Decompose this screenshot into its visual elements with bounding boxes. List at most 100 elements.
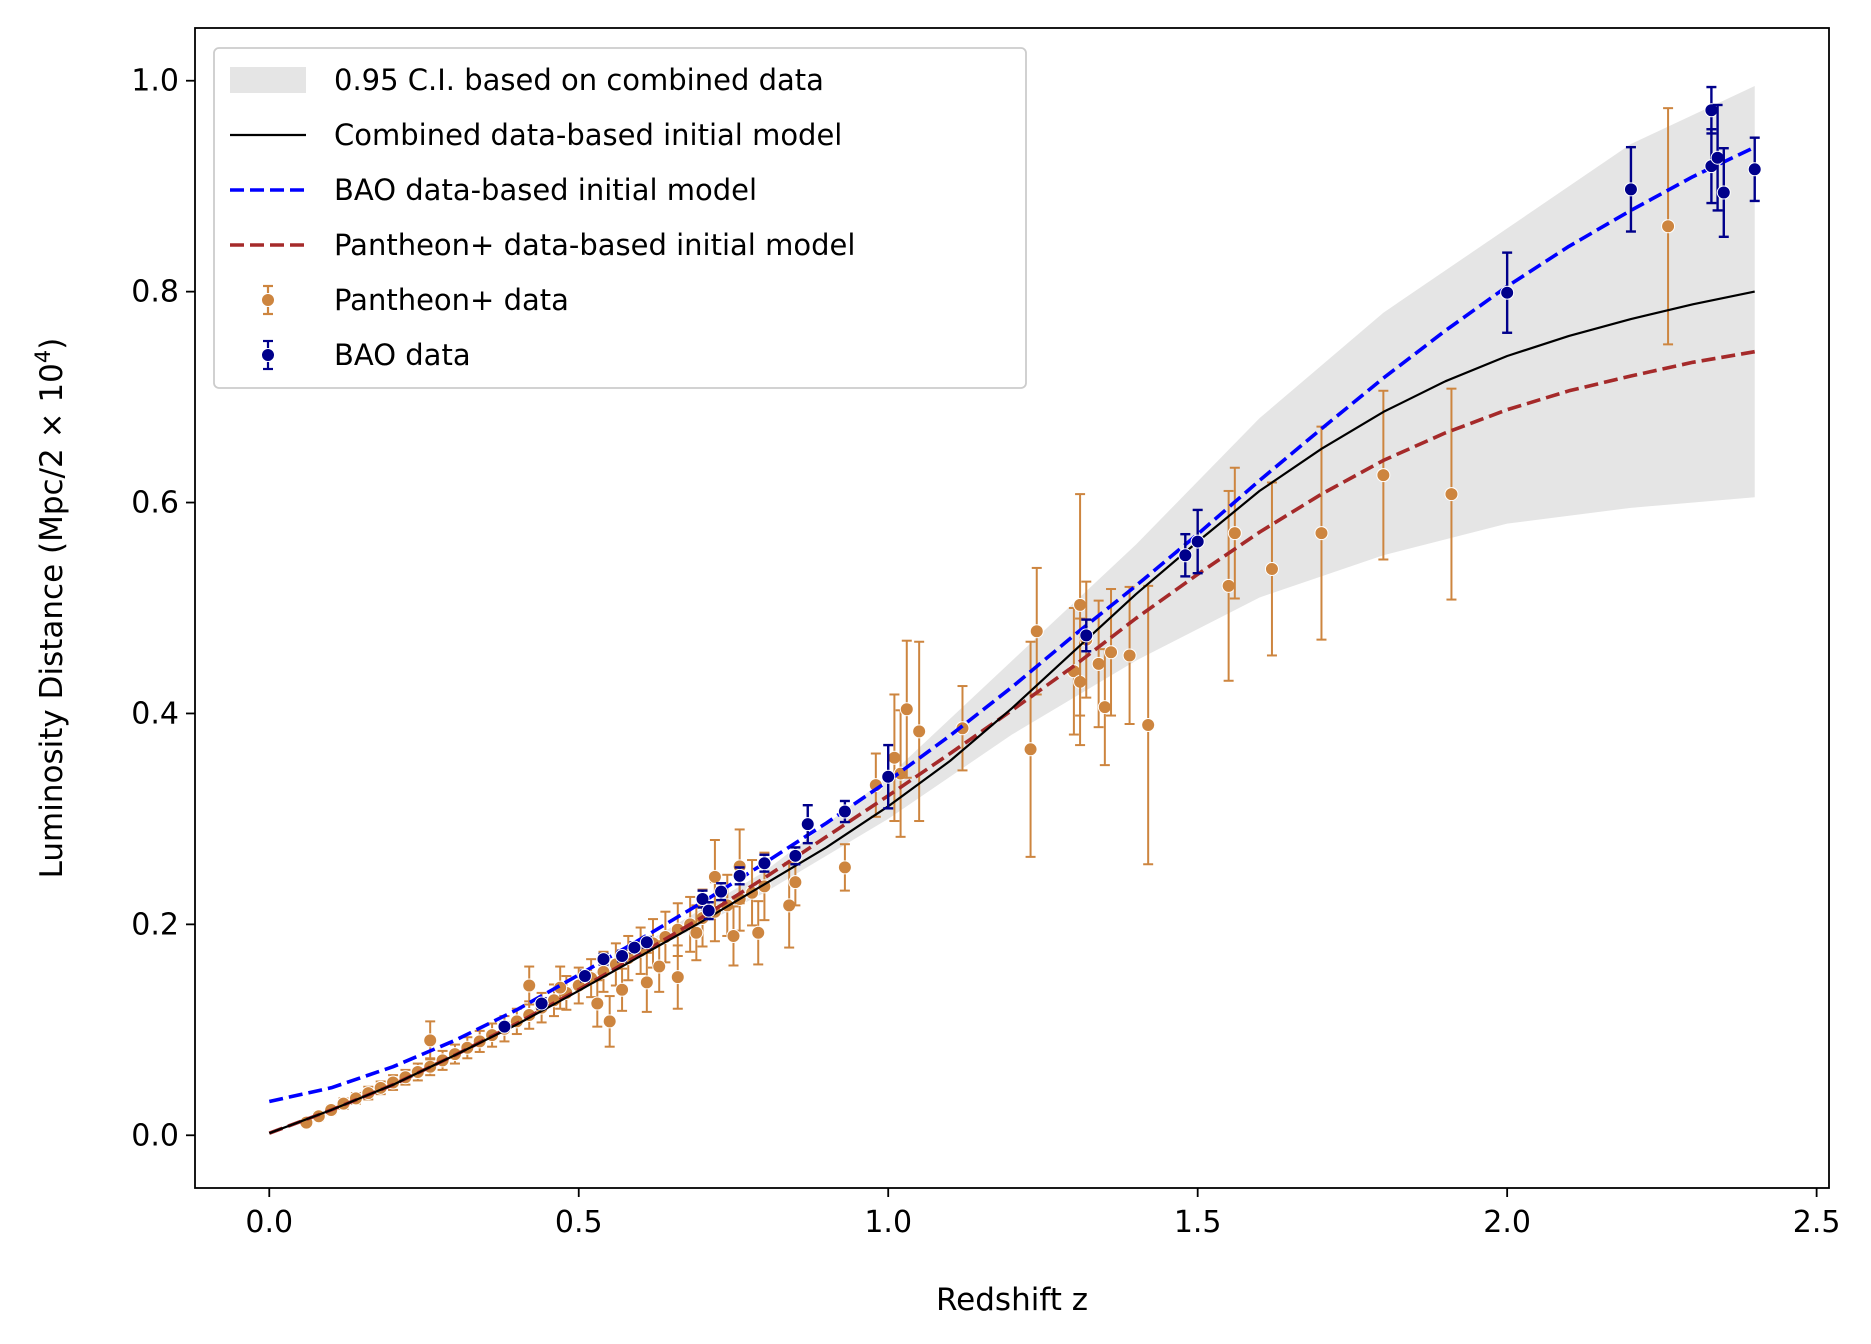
- x-axis-title: Redshift z: [936, 1282, 1088, 1318]
- bao-point-17: [1178, 532, 1193, 578]
- bao-marker: [732, 868, 747, 883]
- x-tick-label: 1.0: [864, 1205, 912, 1240]
- bao-marker: [577, 969, 592, 984]
- bao-point-3: [596, 952, 611, 967]
- y-tick-label: 0.4: [131, 696, 179, 731]
- bao-point-15: [881, 743, 896, 810]
- bao-point-16: [1079, 618, 1094, 653]
- x-axis-ticks: 0.0 0.5 1.0 1.5 2.0 2.5: [245, 1188, 1840, 1240]
- bao-marker: [1178, 548, 1193, 563]
- legend-label: Combined data-based initial model: [334, 118, 842, 152]
- bao-marker: [596, 952, 611, 967]
- pantheon-marker: [1221, 578, 1236, 593]
- bao-point-0: [497, 1019, 512, 1034]
- pantheon-point-41: [615, 967, 630, 1012]
- bao-marker: [1623, 182, 1638, 197]
- pantheon-marker: [912, 724, 927, 739]
- legend-entry-pantheon_model: Pantheon+ data-based initial model: [230, 228, 855, 262]
- legend-entry-combined: Combined data-based initial model: [230, 118, 842, 152]
- bao-point-24: [1716, 147, 1731, 239]
- bao-marker: [837, 804, 852, 819]
- pantheon-marker: [1122, 648, 1137, 663]
- pantheon-point-2: [324, 1102, 339, 1117]
- pantheon-point-70: [1376, 389, 1391, 561]
- bao-point-1: [534, 996, 549, 1011]
- legend-marker: [261, 348, 275, 362]
- y-tick-label: 0.8: [131, 275, 179, 310]
- bao-point-19: [1500, 251, 1515, 334]
- pantheon-marker: [615, 982, 630, 997]
- y-tick-label: 0.6: [131, 486, 179, 521]
- legend-ci-swatch: [230, 67, 306, 93]
- pantheon-marker: [1023, 742, 1038, 757]
- x-tick-label: 2.5: [1793, 1205, 1841, 1240]
- bao_model-line: [268, 145, 1756, 1104]
- pantheon-marker: [1264, 561, 1279, 576]
- bao-marker: [695, 892, 710, 907]
- pantheon-point-42: [652, 940, 667, 993]
- x-tick-label: 0.5: [555, 1205, 603, 1240]
- axes-frame: [194, 27, 1830, 1189]
- legend-box: [213, 47, 1027, 389]
- pantheon-marker: [899, 702, 914, 717]
- bao-point-9: [714, 882, 729, 902]
- pantheon-marker: [639, 975, 654, 990]
- pantheon-point-48: [837, 843, 852, 892]
- legend-entry-ci: 0.95 C.I. based on combined data: [230, 63, 824, 97]
- bao-point-6: [639, 935, 654, 950]
- pantheon-marker: [602, 1014, 617, 1029]
- legend-entry-bao_model: BAO data-based initial model: [230, 173, 757, 207]
- bao-marker: [881, 769, 896, 784]
- pantheon-marker: [670, 970, 685, 985]
- pantheon-marker: [955, 721, 970, 736]
- pantheon-marker: [689, 925, 704, 940]
- legend-label: BAO data-based initial model: [334, 173, 757, 207]
- legend: 0.95 C.I. based on combined data Combined…: [213, 47, 1027, 389]
- legend-label: Pantheon+ data: [334, 283, 569, 317]
- pantheon-marker: [590, 996, 605, 1011]
- bao-marker: [714, 884, 729, 899]
- pantheon-point-63: [1104, 588, 1119, 717]
- pantheon-marker: [1073, 597, 1088, 612]
- pantheon-point-59: [1073, 493, 1088, 717]
- bao-point-10: [732, 866, 747, 886]
- bao-point-11: [757, 853, 772, 873]
- legend-entry-pantheon_data: Pantheon+ data: [261, 283, 569, 317]
- bao-point-4: [615, 949, 630, 963]
- pantheon-marker: [707, 869, 722, 884]
- combined-line: [268, 290, 1755, 1135]
- bao-marker: [757, 856, 772, 871]
- bao-marker: [627, 940, 642, 955]
- bao-data-layer: [497, 85, 1762, 1034]
- y-axis-ticks: 0.0 0.2 0.4 0.6 0.8 1.0: [131, 64, 195, 1153]
- pantheon-marker: [423, 1033, 438, 1048]
- bao-point-5: [627, 940, 642, 955]
- bao-marker: [1716, 185, 1731, 200]
- pantheon-marker: [1661, 219, 1676, 234]
- pantheon-marker: [1091, 656, 1106, 671]
- pantheon-marker: [1227, 526, 1242, 541]
- pantheon-point-54: [955, 685, 970, 772]
- x-tick-label: 2.0: [1483, 1205, 1531, 1240]
- bao-point-25: [1747, 136, 1762, 203]
- pantheon-marker: [788, 875, 803, 890]
- bao-marker: [1710, 150, 1725, 165]
- pantheon-point-53: [912, 640, 927, 823]
- bao-point-2: [577, 969, 592, 984]
- pantheon-point-76: [670, 944, 685, 1010]
- bao-marker: [788, 848, 803, 863]
- model-lines-layer: [268, 145, 1756, 1135]
- bao-marker: [800, 817, 815, 832]
- pantheon-point-43: [689, 904, 704, 962]
- y-tick-label: 0.2: [131, 907, 179, 942]
- pantheon-marker: [1444, 487, 1459, 502]
- pantheon-marker: [1029, 624, 1044, 639]
- pantheon-marker: [652, 959, 667, 974]
- legend-marker: [261, 293, 275, 307]
- bao-point-12: [788, 846, 803, 866]
- pantheon-point-64: [1122, 585, 1137, 725]
- pantheon-point-72: [1661, 107, 1676, 346]
- bao-marker: [1500, 285, 1515, 300]
- legend-label: BAO data: [334, 338, 471, 372]
- pantheon-point-52: [899, 639, 914, 779]
